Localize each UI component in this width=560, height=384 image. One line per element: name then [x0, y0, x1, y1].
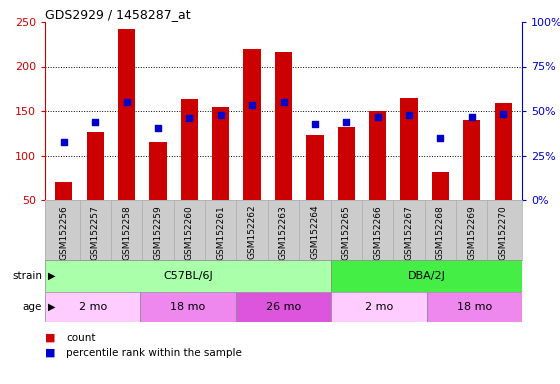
Bar	[55, 182, 72, 200]
Point	[248, 102, 256, 108]
Bar	[181, 99, 198, 200]
Bar	[427, 292, 522, 322]
Text: DBA/2J: DBA/2J	[408, 271, 446, 281]
Bar	[432, 172, 449, 200]
Text: GSM152265: GSM152265	[342, 205, 351, 260]
Bar	[400, 98, 418, 200]
Text: 18 mo: 18 mo	[456, 302, 492, 312]
Text: 26 mo: 26 mo	[266, 302, 301, 312]
Bar	[45, 292, 141, 322]
Point	[310, 121, 319, 127]
Text: ▶: ▶	[48, 271, 55, 281]
Bar	[236, 292, 331, 322]
Point	[404, 111, 413, 118]
Text: GSM152259: GSM152259	[153, 205, 162, 260]
Text: GSM152258: GSM152258	[122, 205, 131, 260]
Point	[342, 119, 351, 125]
Text: percentile rank within the sample: percentile rank within the sample	[66, 348, 242, 358]
Point	[91, 119, 100, 125]
Bar	[338, 127, 355, 200]
Bar	[494, 103, 512, 200]
Text: ■: ■	[45, 348, 55, 358]
Text: GSM152256: GSM152256	[59, 205, 68, 260]
Bar	[141, 292, 236, 322]
Bar	[87, 132, 104, 200]
Text: C57BL/6J: C57BL/6J	[163, 271, 213, 281]
Point	[436, 135, 445, 141]
Point	[499, 111, 508, 117]
Point	[373, 114, 382, 120]
Point	[279, 99, 288, 105]
Bar	[369, 111, 386, 200]
Point	[153, 125, 162, 131]
Text: ▶: ▶	[48, 302, 55, 312]
Bar	[306, 135, 324, 200]
Text: GSM152262: GSM152262	[248, 205, 256, 260]
Text: 2 mo: 2 mo	[365, 302, 393, 312]
Bar	[244, 49, 261, 200]
Text: ■: ■	[45, 333, 55, 343]
Text: GSM152269: GSM152269	[467, 205, 477, 260]
Text: GSM152260: GSM152260	[185, 205, 194, 260]
Point	[185, 115, 194, 121]
Point	[122, 99, 131, 105]
Bar	[150, 142, 167, 200]
Text: GSM152261: GSM152261	[216, 205, 225, 260]
Text: GSM152257: GSM152257	[91, 205, 100, 260]
Text: count: count	[66, 333, 96, 343]
Bar	[331, 260, 522, 292]
Bar	[331, 292, 427, 322]
Text: GSM152263: GSM152263	[279, 205, 288, 260]
Text: 2 mo: 2 mo	[78, 302, 107, 312]
Point	[467, 114, 476, 120]
Bar	[118, 29, 135, 200]
Text: GSM152264: GSM152264	[310, 205, 319, 260]
Text: GDS2929 / 1458287_at: GDS2929 / 1458287_at	[45, 8, 190, 21]
Bar	[45, 260, 331, 292]
Point	[59, 139, 68, 145]
Point	[216, 113, 225, 119]
Text: GSM152268: GSM152268	[436, 205, 445, 260]
Bar	[463, 120, 480, 200]
Text: GSM152267: GSM152267	[404, 205, 413, 260]
Text: GSM152266: GSM152266	[373, 205, 382, 260]
Text: 18 mo: 18 mo	[170, 302, 206, 312]
Bar	[212, 106, 230, 200]
Bar	[275, 52, 292, 200]
Text: strain: strain	[12, 271, 42, 281]
Text: age: age	[23, 302, 42, 312]
Text: GSM152270: GSM152270	[498, 205, 508, 260]
